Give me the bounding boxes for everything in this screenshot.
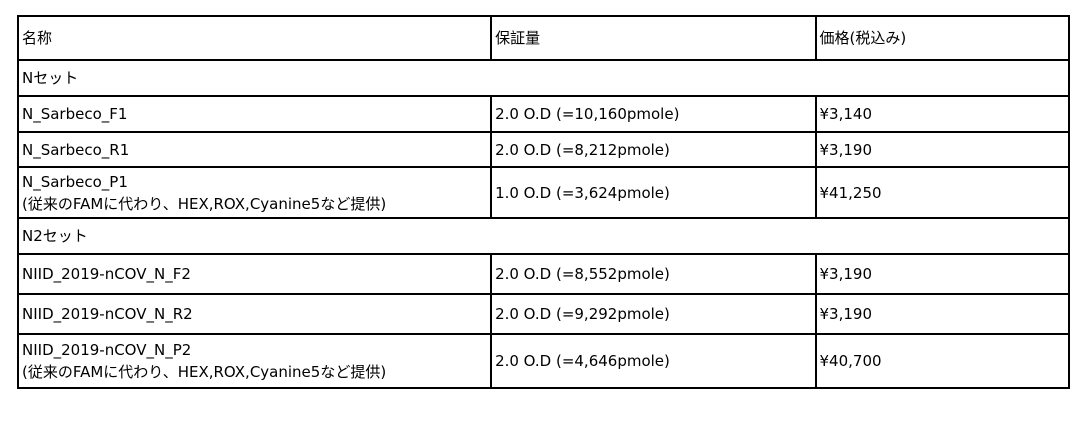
product-amount: 2.0 O.D (=8,552pmole) bbox=[490, 253, 817, 295]
table-row: NIID_2019-nCOV_N_R2 2.0 O.D (=9,292pmole… bbox=[16, 293, 1070, 335]
product-price: ¥41,250 bbox=[814, 166, 1070, 219]
header-row: 名称 保証量 価格(税込み) bbox=[16, 15, 1070, 61]
product-note: (従来のFAMに代わり、HEX,ROX,Cyanine5など提供) bbox=[22, 194, 387, 213]
product-price: ¥3,190 bbox=[814, 293, 1070, 335]
product-amount: 2.0 O.D (=9,292pmole) bbox=[490, 293, 817, 335]
group-label: N2セット bbox=[17, 217, 1070, 255]
product-name: N_Sarbeco_R1 bbox=[16, 131, 493, 168]
product-amount: 1.0 O.D (=3,624pmole) bbox=[490, 166, 817, 219]
table-row: N_Sarbeco_F1 2.0 O.D (=10,160pmole) ¥3,1… bbox=[16, 95, 1070, 133]
product-name: NIID_2019-nCOV_N_R2 bbox=[16, 293, 493, 335]
group-row: Nセット bbox=[17, 59, 1070, 97]
product-name-cell: NIID_2019-nCOV_N_P2 (従来のFAMに代わり、HEX,ROX,… bbox=[16, 333, 493, 389]
product-price: ¥3,190 bbox=[814, 253, 1070, 295]
product-name-cell: N_Sarbeco_P1 (従来のFAMに代わり、HEX,ROX,Cyanine… bbox=[16, 166, 493, 219]
header-name: 名称 bbox=[16, 15, 493, 61]
product-amount: 2.0 O.D (=10,160pmole) bbox=[490, 95, 817, 133]
group-row: N2セット bbox=[17, 217, 1070, 255]
header-amount: 保証量 bbox=[490, 15, 817, 61]
product-name: N_Sarbeco_F1 bbox=[16, 95, 493, 133]
product-amount: 2.0 O.D (=4,646pmole) bbox=[490, 333, 817, 389]
header-price: 価格(税込み) bbox=[814, 15, 1070, 61]
product-name: NIID_2019-nCOV_N_F2 bbox=[16, 253, 493, 295]
product-name: N_Sarbeco_P1 bbox=[22, 172, 128, 191]
group-label: Nセット bbox=[17, 59, 1070, 97]
product-amount: 2.0 O.D (=8,212pmole) bbox=[490, 131, 817, 168]
product-note: (従来のFAMに代わり、HEX,ROX,Cyanine5など提供) bbox=[22, 363, 387, 381]
table-row: NIID_2019-nCOV_N_P2 (従来のFAMに代わり、HEX,ROX,… bbox=[16, 333, 1070, 389]
product-table: 名称 保証量 価格(税込み) Nセット N_Sarbeco_F1 2.0 O.D… bbox=[16, 15, 1070, 389]
product-name: NIID_2019-nCOV_N_P2 bbox=[22, 341, 192, 359]
product-price: ¥3,190 bbox=[814, 131, 1070, 168]
table-row: NIID_2019-nCOV_N_F2 2.0 O.D (=8,552pmole… bbox=[16, 253, 1070, 295]
product-price: ¥40,700 bbox=[814, 333, 1070, 389]
table-row: N_Sarbeco_P1 (従来のFAMに代わり、HEX,ROX,Cyanine… bbox=[16, 166, 1070, 219]
product-price: ¥3,140 bbox=[814, 95, 1070, 133]
table-row: N_Sarbeco_R1 2.0 O.D (=8,212pmole) ¥3,19… bbox=[16, 131, 1070, 168]
